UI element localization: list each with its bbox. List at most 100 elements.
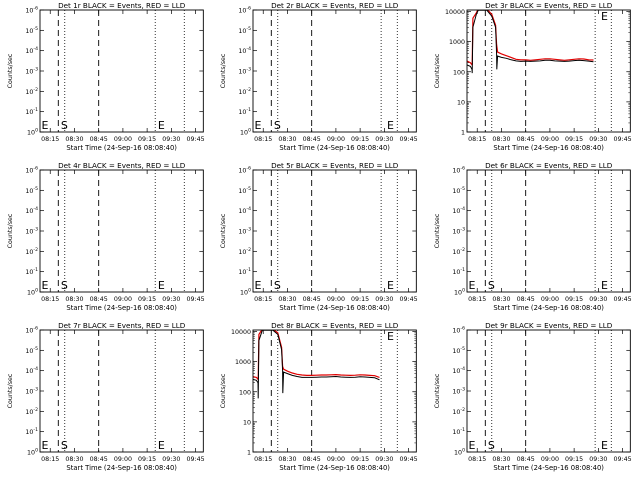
x-tick-label: 08:45 — [516, 136, 534, 143]
y-tick-label: 10-1 — [239, 267, 252, 276]
panel-title: Det 8r BLACK = Events, RED = LLD — [271, 321, 399, 330]
y-tick-label: 10-2 — [239, 247, 252, 256]
y-tick-label: 10-4 — [239, 46, 252, 55]
y-tick-label: 10-2 — [239, 87, 252, 96]
x-tick-label: 09:45 — [187, 456, 205, 463]
detector-panel-1: Det 1r BLACK = Events, RED = LLD 100 10-1 1… — [7, 1, 205, 152]
y-tick-label: 10-5 — [25, 346, 38, 355]
marker-e: E — [42, 439, 49, 452]
x-tick-label: 08:45 — [303, 136, 321, 143]
x-tick-label: 09:15 — [351, 456, 369, 463]
y-tick-label: 10-1 — [25, 427, 38, 436]
marker-e: E — [387, 330, 394, 343]
y-tick-label: 10-1 — [239, 107, 252, 116]
x-tick-label: 08:15 — [41, 136, 59, 143]
y-axis-label: Counts/sec — [220, 53, 227, 88]
y-tick-label: 10-4 — [452, 366, 465, 375]
x-tick-label: 09:45 — [613, 296, 631, 303]
x-tick-label: 08:15 — [41, 456, 59, 463]
y-tick-label: 10-5 — [239, 186, 252, 195]
marker-s: S — [61, 119, 68, 132]
y-tick-label: 100 — [454, 288, 465, 297]
y-tick-label: 10-2 — [452, 247, 465, 256]
panel-title: Det 7r BLACK = Events, RED = LLD — [58, 321, 186, 330]
marker-e: E — [387, 279, 394, 292]
x-tick-label: 09:30 — [589, 456, 607, 463]
y-tick-label: 1000 — [449, 39, 465, 46]
x-tick-label: 08:30 — [65, 296, 83, 303]
y-tick-label: 10-5 — [25, 26, 38, 35]
marker-s: S — [274, 119, 281, 132]
marker-e: E — [42, 279, 49, 292]
x-tick-label: 08:30 — [492, 296, 510, 303]
panel-title: Det 6r BLACK = Events, RED = LLD — [485, 161, 613, 170]
series-events — [466, 10, 594, 74]
y-tick-label: 10-1 — [25, 107, 38, 116]
x-axis-label: Start Time (24-Sep-16 08:08:40) — [280, 304, 391, 312]
y-tick-label: 100 — [27, 128, 38, 137]
y-tick-label: 10-1 — [452, 267, 465, 276]
y-tick-label: 10-6 — [25, 166, 38, 175]
x-tick-label: 08:45 — [90, 296, 108, 303]
y-tick-label: 10-3 — [25, 67, 38, 76]
plot-frame — [466, 329, 631, 453]
x-tick-label: 08:30 — [279, 136, 297, 143]
x-axis-label: Start Time (24-Sep-16 08:08:40) — [66, 464, 177, 472]
marker-s: S — [61, 279, 68, 292]
y-tick-label: 10000 — [231, 329, 251, 336]
x-tick-label: 09:30 — [376, 456, 394, 463]
x-tick-label: 09:15 — [565, 456, 583, 463]
detector-panel-9: Det 9r BLACK = Events, RED = LLD 100 10-1 1… — [434, 321, 632, 472]
marker-e: E — [158, 439, 165, 452]
x-tick-label: 08:30 — [65, 456, 83, 463]
plot-frame — [39, 329, 204, 453]
x-tick-label: 09:00 — [541, 296, 559, 303]
x-tick-label: 08:30 — [65, 136, 83, 143]
panel-title: Det 4r BLACK = Events, RED = LLD — [58, 161, 186, 170]
x-tick-label: 08:15 — [468, 456, 486, 463]
marker-e: E — [255, 279, 262, 292]
y-tick-label: 100 — [27, 288, 38, 297]
x-tick-label: 08:15 — [254, 136, 272, 143]
marker-e: E — [601, 10, 608, 23]
x-tick-label: 08:45 — [303, 296, 321, 303]
x-tick-label: 08:15 — [41, 296, 59, 303]
y-tick-label: 10-6 — [239, 6, 252, 15]
x-tick-label: 09:00 — [541, 136, 559, 143]
x-tick-label: 09:15 — [138, 296, 156, 303]
x-tick-label: 09:00 — [327, 136, 345, 143]
marker-e: E — [158, 119, 165, 132]
x-axis-label: Start Time (24-Sep-16 08:08:40) — [493, 144, 604, 152]
y-tick-label: 10-2 — [25, 247, 38, 256]
y-tick-label: 10000 — [445, 9, 465, 16]
plot-frame — [252, 9, 418, 133]
x-tick-label: 08:30 — [279, 296, 297, 303]
detector-panel-7: Det 7r BLACK = Events, RED = LLD 100 10-1 1… — [7, 321, 205, 472]
detector-panel-3: Det 3r BLACK = Events, RED = LLD 1 10 100 10… — [434, 1, 632, 152]
y-tick-label: 10-5 — [239, 26, 252, 35]
y-tick-label: 10 — [457, 99, 465, 106]
y-tick-label: 10-2 — [25, 87, 38, 96]
x-axis-label: Start Time (24-Sep-16 08:08:40) — [280, 144, 391, 152]
y-tick-label: 10-1 — [452, 427, 465, 436]
marker-e: E — [42, 119, 49, 132]
y-tick-label: 100 — [27, 448, 38, 457]
x-tick-label: 09:15 — [565, 136, 583, 143]
y-tick-label: 1 — [461, 130, 465, 137]
y-tick-label: 10-1 — [25, 267, 38, 276]
y-tick-label: 10-4 — [25, 46, 38, 55]
y-tick-label: 100 — [239, 389, 251, 396]
y-axis-label: Counts/sec — [434, 53, 441, 88]
x-tick-label: 09:30 — [162, 456, 180, 463]
series-group — [466, 10, 594, 74]
y-tick-label: 10-6 — [25, 6, 38, 15]
x-axis-label: Start Time (24-Sep-16 08:08:40) — [280, 464, 391, 472]
x-tick-label: 09:00 — [327, 296, 345, 303]
x-tick-label: 09:30 — [589, 296, 607, 303]
x-tick-label: 09:45 — [187, 296, 205, 303]
x-tick-label: 08:45 — [516, 456, 534, 463]
y-tick-label: 100 — [240, 288, 251, 297]
x-tick-label: 09:15 — [351, 136, 369, 143]
x-tick-label: 09:00 — [541, 456, 559, 463]
x-tick-label: 09:30 — [376, 296, 394, 303]
